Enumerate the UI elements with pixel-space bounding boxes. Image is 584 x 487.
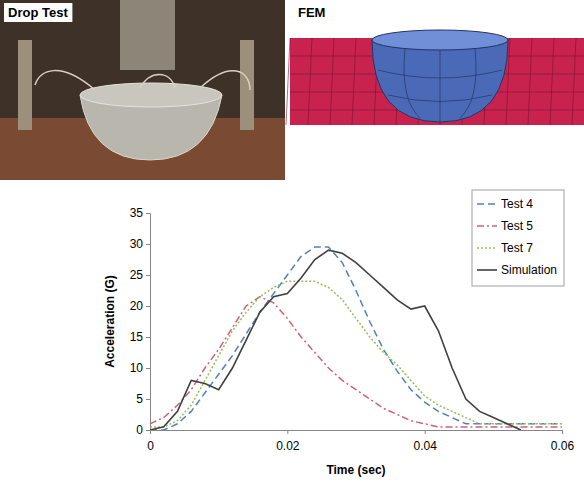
fem-plate — [290, 38, 584, 125]
mesh-line — [352, 38, 356, 125]
mesh-line — [330, 38, 334, 125]
tick-mark — [146, 275, 150, 276]
legend-swatch — [477, 247, 497, 249]
tick-mark — [146, 306, 150, 307]
series-line — [150, 297, 562, 427]
mesh-line — [572, 38, 576, 125]
tick-label: 35 — [130, 206, 144, 220]
tick-mark — [287, 430, 288, 434]
tick-label: 0 — [147, 439, 154, 453]
mesh-line — [286, 38, 290, 125]
fem-hemisphere-mesh — [378, 48, 502, 122]
photo-wires — [35, 71, 250, 90]
legend-swatch — [477, 225, 497, 227]
fem-hemisphere — [372, 40, 508, 122]
tick-label: 20 — [130, 299, 144, 313]
tick-mark — [146, 337, 150, 338]
series-line — [150, 247, 562, 430]
x-axis: 0 0.02 0.04 0.06 — [147, 430, 574, 453]
legend-label: Test 5 — [501, 219, 533, 233]
legend-label: Test 4 — [501, 197, 533, 211]
photo-background — [0, 0, 285, 180]
drop-test-photo: Drop Test — [0, 0, 285, 180]
x-tick: 0 — [147, 430, 154, 453]
tick-label: 0.04 — [413, 439, 437, 453]
legend-label: Simulation — [501, 263, 557, 277]
label-background — [294, 3, 329, 22]
tick-label: 15 — [130, 330, 144, 344]
tick-label: 25 — [130, 268, 144, 282]
legend-box — [472, 190, 564, 286]
x-axis-title: Time (sec) — [326, 463, 385, 477]
tick-label: 10 — [130, 361, 144, 375]
fem-rim — [372, 30, 508, 50]
y-tick: 20 — [130, 299, 150, 313]
y-axis-title: Acceleration (G) — [103, 275, 117, 368]
legend-label: Test 7 — [501, 241, 533, 255]
photo-post — [18, 40, 32, 130]
tick-mark — [150, 430, 151, 434]
y-axis-line — [146, 214, 151, 431]
tick-label: 0 — [136, 423, 143, 437]
tick-label: 30 — [130, 237, 144, 251]
panel-label: FEM — [298, 5, 325, 20]
tick-label: 0.06 — [551, 439, 575, 453]
label-background — [4, 3, 72, 22]
mesh-line — [308, 38, 312, 125]
series-line — [150, 281, 562, 427]
tick-mark — [146, 430, 150, 431]
tick-mark — [146, 213, 150, 214]
photo-post — [240, 40, 254, 130]
y-tick: 25 — [130, 268, 150, 282]
tick-mark — [146, 399, 150, 400]
figure: Drop Test FEM 0 5 10 15 20 25 30 35 0 0.02 0.04 0.06 T… — [0, 0, 584, 487]
legend-swatch — [477, 269, 497, 271]
mesh-line — [528, 38, 532, 125]
legend-swatch — [477, 203, 497, 205]
x-tick: 0.04 — [413, 430, 437, 453]
y-tick: 35 — [130, 206, 150, 220]
tick-mark — [425, 430, 426, 434]
mesh-line — [550, 38, 554, 125]
fem-render: FEM — [286, 0, 584, 125]
fem-mesh — [286, 38, 584, 125]
photo-drop-rod — [120, 0, 175, 70]
y-tick: 5 — [136, 392, 150, 406]
tick-mark — [146, 244, 150, 245]
series-line — [150, 250, 521, 430]
y-tick: 0 — [136, 423, 150, 437]
tick-label: 0.02 — [276, 439, 300, 453]
panel-label: Drop Test — [8, 5, 68, 20]
plot-lines — [150, 247, 562, 430]
y-tick: 10 — [130, 361, 150, 375]
tick-mark — [562, 430, 563, 434]
tick-mark — [146, 368, 150, 369]
y-tick: 15 — [130, 330, 150, 344]
x-axis-line — [151, 431, 563, 435]
y-tick: 30 — [130, 237, 150, 251]
tick-label: 5 — [136, 392, 143, 406]
x-tick: 0.02 — [276, 430, 300, 453]
fem-background — [290, 0, 584, 125]
x-tick: 0.06 — [551, 430, 575, 453]
chart: 0 5 10 15 20 25 30 35 0 0.02 0.04 0.06 Time (sec) Acc… — [103, 190, 575, 477]
y-axis: 0 5 10 15 20 25 30 35 — [130, 206, 151, 437]
legend: Test 4 Test 5 Test 7 Simulation — [472, 190, 564, 286]
